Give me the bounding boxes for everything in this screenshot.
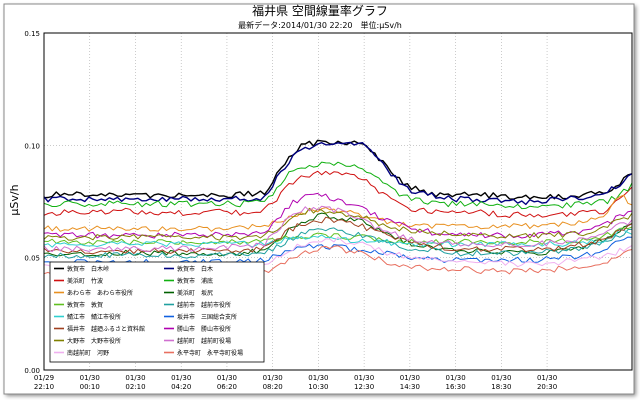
series-lines	[43, 139, 633, 277]
x-tick-date: 01/29	[34, 374, 54, 382]
x-tick-date: 01/30	[446, 374, 466, 382]
x-tick-date: 01/30	[308, 374, 328, 382]
x-tick-time: 06:20	[217, 383, 237, 391]
x-tick-date: 01/30	[400, 374, 420, 382]
legend-label: 敦賀市 浦底	[177, 277, 213, 285]
x-tick-time: 10:30	[308, 383, 328, 391]
series-line	[43, 194, 633, 232]
y-axis: 0.00 0.05 0.10 0.15	[24, 30, 40, 375]
x-tick-time: 16:30	[446, 383, 466, 391]
series-line	[43, 226, 633, 246]
legend-label: 福井市 越廼ふるさと資料館	[67, 325, 145, 333]
x-tick-time: 14:30	[400, 383, 420, 391]
legend-label: 美浜町 竹波	[67, 277, 103, 285]
x-axis: 01/2922:1001/3000:1001/3002:1001/3004:20…	[34, 374, 557, 391]
legend-label: 鯖江市 鯖江市役所	[67, 313, 121, 321]
series-line	[43, 161, 633, 210]
x-tick-date: 01/30	[354, 374, 374, 382]
legend-label: 美浜町 坂尻	[177, 289, 213, 297]
x-tick-date: 01/30	[263, 374, 283, 382]
legend-label: 越前市 越前市役所	[177, 301, 231, 309]
series-line	[43, 139, 633, 200]
x-tick-date: 01/30	[80, 374, 100, 382]
chart-subtitle: 最新データ:2014/01/30 22:20 単位:μSv/h	[238, 20, 402, 30]
x-tick-date: 01/30	[125, 374, 145, 382]
x-tick-time: 12:30	[354, 383, 374, 391]
x-tick-date: 01/30	[491, 374, 511, 382]
legend-label: 越前町 越前町役場	[177, 337, 231, 345]
y-axis-label: μSv/h	[8, 184, 21, 215]
x-tick-time: 02:10	[125, 383, 145, 391]
legend-label: 敦賀市 敦賀	[67, 301, 103, 309]
legend-label: 敦賀市 白木峠	[67, 265, 109, 273]
legend-label: あわら市 あわら市役所	[67, 289, 133, 297]
legend-label: 大野市 大野市役所	[67, 337, 121, 345]
legend-label: 勝山市 勝山市役所	[177, 325, 231, 333]
x-tick-time: 20:30	[537, 383, 557, 391]
legend-label: 永平寺町 永平寺町役場	[177, 349, 243, 357]
x-tick-time: 08:20	[263, 383, 283, 391]
series-line	[43, 205, 633, 252]
y-tick-label: 0.05	[24, 255, 40, 263]
legend-label: 敦賀市 白木	[177, 265, 213, 273]
x-tick-date: 01/30	[217, 374, 237, 382]
x-tick-date: 01/30	[171, 374, 191, 382]
x-tick-time: 22:10	[34, 383, 54, 391]
legend-box	[49, 261, 265, 363]
y-tick-label: 0.15	[24, 30, 40, 38]
y-tick-label: 0.10	[24, 142, 40, 150]
series-line	[43, 227, 633, 259]
x-tick-date: 01/30	[537, 374, 557, 382]
series-line	[43, 207, 633, 241]
x-tick-time: 04:20	[171, 383, 191, 391]
x-tick-time: 00:10	[80, 383, 100, 391]
series-line	[43, 141, 633, 206]
chart-title: 福井県 空間線量率グラフ	[252, 3, 388, 18]
series-line	[43, 170, 633, 218]
legend-label: 南越前町 河野	[67, 349, 109, 357]
series-line	[43, 216, 633, 255]
series-line	[43, 228, 633, 248]
x-tick-time: 18:30	[491, 383, 511, 391]
plot-area-border	[43, 32, 633, 371]
legend-label: 坂井市 三国総合支所	[177, 313, 237, 321]
y-tick-label: 0.00	[24, 367, 40, 375]
